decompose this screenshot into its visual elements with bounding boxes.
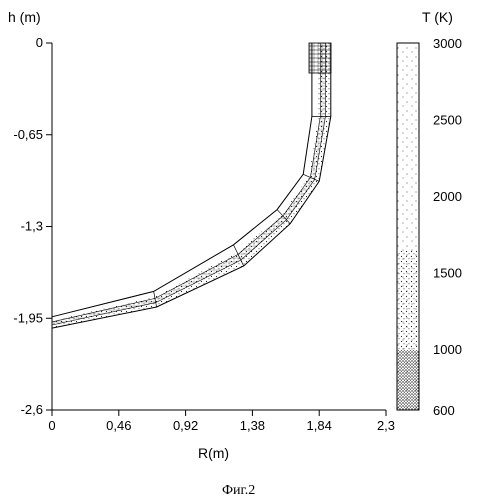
x-tick-label: 2,3: [377, 418, 395, 433]
colorbar-tick-label: 2000: [433, 189, 462, 204]
outer-profile-line: [52, 43, 312, 317]
x-tick-label: 0: [48, 418, 55, 433]
y-tick-label: -2,6: [21, 402, 43, 417]
y-tick-label: 0: [36, 35, 43, 50]
figure-caption: Фиг.2: [222, 483, 255, 498]
shell-cross-section: [52, 43, 331, 328]
colorbar-tick-label: 1000: [433, 342, 462, 357]
temperature-colorbar: 3000 2500 2000 1500 1000 600: [397, 36, 462, 418]
x-axis-title: R(m): [198, 445, 229, 461]
colorbar-ticks: 3000 2500 2000 1500 1000 600: [433, 36, 462, 418]
colorbar-tick-label: 2500: [433, 112, 462, 127]
colorbar-tick-label: 1500: [433, 265, 462, 280]
shell-layer-fill: [52, 43, 331, 328]
x-axis-ticks: 0 0,46 0,92 1,38 1,84 2,3: [48, 410, 395, 433]
x-tick-label: 0,46: [106, 418, 131, 433]
y-tick-label: -0,65: [13, 127, 43, 142]
colorbar-tick-label: 3000: [433, 36, 462, 51]
y-tick-label: -1,3: [21, 219, 43, 234]
x-tick-label: 1,38: [240, 418, 265, 433]
x-tick-label: 1,84: [307, 418, 332, 433]
y-axis-ticks: 0 -0,65 -1,3 -1,95 -2,6: [13, 35, 52, 417]
segment-dividers: [52, 116, 331, 328]
top-mesh-block: [309, 43, 331, 73]
colorbar-title: T (K): [422, 9, 453, 25]
colorbar-tick-label: 600: [433, 403, 455, 418]
shell-hatched-band: [52, 43, 326, 325]
axes: 0 -0,65 -1,3 -1,95 -2,6 0 0,46 0,92 1,38 1,84 2,3: [13, 35, 395, 433]
colorbar-mid-zone: [398, 250, 419, 350]
y-axis-title: h (m): [8, 9, 41, 25]
x-tick-label: 0,92: [173, 418, 198, 433]
colorbar-dense-zone: [398, 350, 419, 410]
y-tick-label: -1,95: [13, 310, 43, 325]
